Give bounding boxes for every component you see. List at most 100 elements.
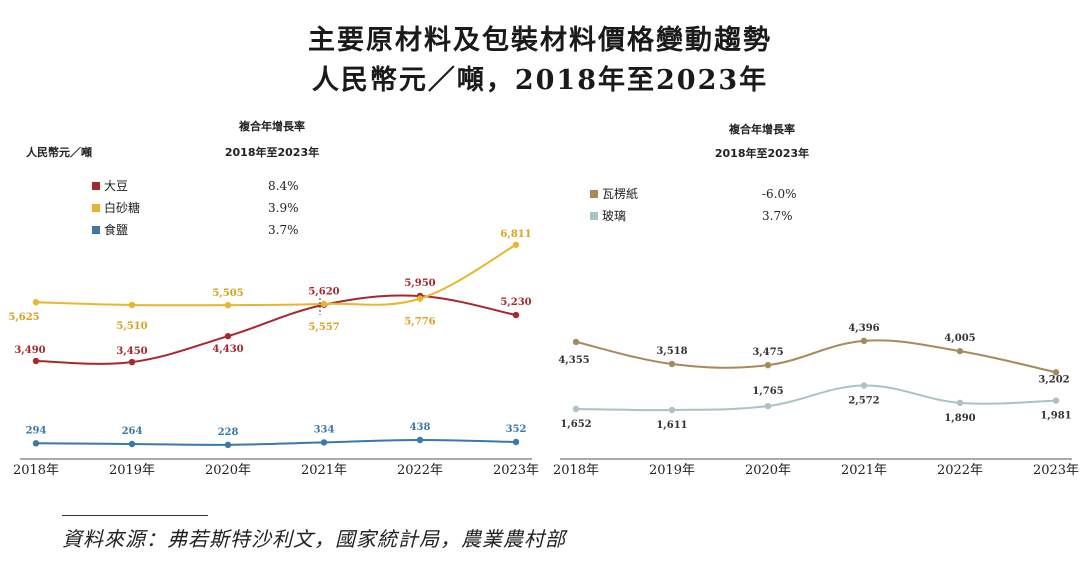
legend-swatch bbox=[590, 190, 598, 198]
data-point bbox=[224, 301, 232, 309]
data-point bbox=[860, 382, 868, 389]
data-label: 334 bbox=[314, 424, 335, 435]
data-point bbox=[512, 241, 520, 248]
x-tick-label: 2018年 bbox=[553, 463, 599, 478]
data-point bbox=[128, 301, 136, 309]
data-label: 5,557 bbox=[308, 322, 339, 333]
source-note: 資料來源：弗若斯特沙利文，國家統計局，農業農村部 bbox=[62, 527, 566, 551]
data-label: 5,510 bbox=[116, 321, 147, 332]
data-label: 4,430 bbox=[212, 344, 243, 355]
x-tick-label: 2021年 bbox=[841, 463, 887, 478]
legend-header: 2018年至2023年 bbox=[715, 146, 809, 160]
series-line bbox=[575, 339, 1057, 374]
legend-swatch bbox=[92, 204, 100, 212]
data-point bbox=[668, 360, 676, 368]
series-line bbox=[35, 294, 517, 365]
data-point bbox=[572, 338, 580, 346]
legend-cagr: 3.9% bbox=[268, 201, 299, 215]
data-label: 3,450 bbox=[116, 346, 147, 357]
x-tick-label: 2023年 bbox=[1033, 463, 1079, 478]
data-label: 2,572 bbox=[848, 395, 879, 406]
data-point bbox=[956, 399, 964, 407]
x-tick-label: 2022年 bbox=[397, 463, 443, 478]
legend-header: 複合年增長率 bbox=[728, 122, 795, 136]
data-point bbox=[668, 406, 676, 414]
y-axis-label: 人民幣元／噸 bbox=[26, 145, 92, 159]
data-label: 438 bbox=[410, 422, 431, 433]
data-label: 4,355 bbox=[558, 355, 589, 366]
series-line bbox=[35, 243, 517, 307]
data-point bbox=[320, 439, 328, 446]
data-point bbox=[512, 438, 520, 446]
data-label: 1,981 bbox=[1040, 411, 1071, 422]
legend-label: 玻璃 bbox=[602, 209, 626, 223]
data-label: 294 bbox=[26, 425, 47, 436]
chart-subtitle: 人民幣元／噸，2018年至2023年 bbox=[311, 65, 769, 96]
x-tick-label: 2022年 bbox=[937, 463, 983, 478]
legend-cagr: 3.7% bbox=[762, 209, 793, 223]
legend-label: 食鹽 bbox=[104, 222, 128, 237]
x-tick-label: 2023年 bbox=[493, 463, 539, 478]
data-point bbox=[764, 361, 772, 369]
x-tick-label: 2019年 bbox=[109, 463, 155, 478]
chart-title: 主要原材料及包裝材料價格變動趨勢 bbox=[308, 25, 772, 56]
data-point bbox=[128, 358, 136, 366]
x-tick-label: 2018年 bbox=[13, 463, 59, 478]
data-point bbox=[32, 299, 40, 306]
data-point bbox=[416, 295, 424, 302]
data-point bbox=[32, 357, 40, 365]
source-divider bbox=[62, 515, 208, 516]
data-label: 3,475 bbox=[752, 347, 783, 358]
data-label: 4,396 bbox=[848, 323, 879, 334]
data-label: 5,505 bbox=[212, 288, 243, 299]
data-label: 1,611 bbox=[656, 420, 687, 431]
data-label: 1,890 bbox=[944, 413, 975, 424]
data-point bbox=[224, 332, 232, 340]
data-point bbox=[416, 436, 424, 444]
data-point bbox=[1052, 397, 1060, 404]
data-point bbox=[860, 337, 868, 345]
data-label: 3,518 bbox=[656, 346, 687, 357]
data-label: 3,202 bbox=[1038, 374, 1069, 385]
data-point bbox=[1052, 369, 1060, 376]
data-label: 5,776 bbox=[404, 317, 435, 328]
legend-swatch bbox=[590, 212, 598, 220]
data-label: 6,811 bbox=[500, 229, 531, 240]
data-point bbox=[572, 405, 580, 413]
data-label: 3,490 bbox=[14, 345, 45, 356]
data-label: 264 bbox=[122, 426, 143, 437]
data-label: 5,230 bbox=[500, 297, 531, 308]
legend-cagr: 8.4% bbox=[268, 179, 299, 193]
series-line bbox=[575, 384, 1057, 412]
legend-header: 2018年至2023年 bbox=[225, 145, 319, 159]
legend-swatch bbox=[92, 182, 100, 190]
data-point bbox=[32, 440, 40, 447]
legend-header: 複合年增長率 bbox=[238, 119, 305, 133]
data-label: 5,620 bbox=[308, 287, 339, 298]
data-label: 1,765 bbox=[752, 386, 783, 397]
data-point bbox=[764, 402, 772, 410]
legend-label: 白砂糖 bbox=[104, 200, 140, 215]
x-tick-label: 2021年 bbox=[301, 463, 347, 478]
legend-label: 大豆 bbox=[104, 179, 128, 193]
legend-label: 瓦楞紙 bbox=[602, 186, 638, 201]
data-point bbox=[320, 300, 328, 308]
data-label: 228 bbox=[218, 427, 239, 438]
x-tick-label: 2020年 bbox=[745, 463, 791, 478]
x-tick-label: 2020年 bbox=[205, 463, 251, 478]
data-label: 352 bbox=[506, 424, 527, 435]
data-point bbox=[512, 311, 520, 319]
data-label: 4,005 bbox=[944, 333, 975, 344]
x-tick-label: 2019年 bbox=[649, 463, 695, 478]
data-label: 5,625 bbox=[8, 312, 39, 323]
data-label: 1,652 bbox=[560, 419, 591, 430]
data-point bbox=[224, 441, 232, 449]
series-line bbox=[35, 438, 517, 446]
data-point bbox=[956, 347, 964, 355]
data-label: 5,950 bbox=[404, 278, 435, 289]
legend-cagr: 3.7% bbox=[268, 223, 299, 237]
legend-swatch bbox=[92, 226, 100, 234]
legend-cagr: -6.0% bbox=[762, 187, 797, 201]
data-point bbox=[128, 440, 136, 448]
